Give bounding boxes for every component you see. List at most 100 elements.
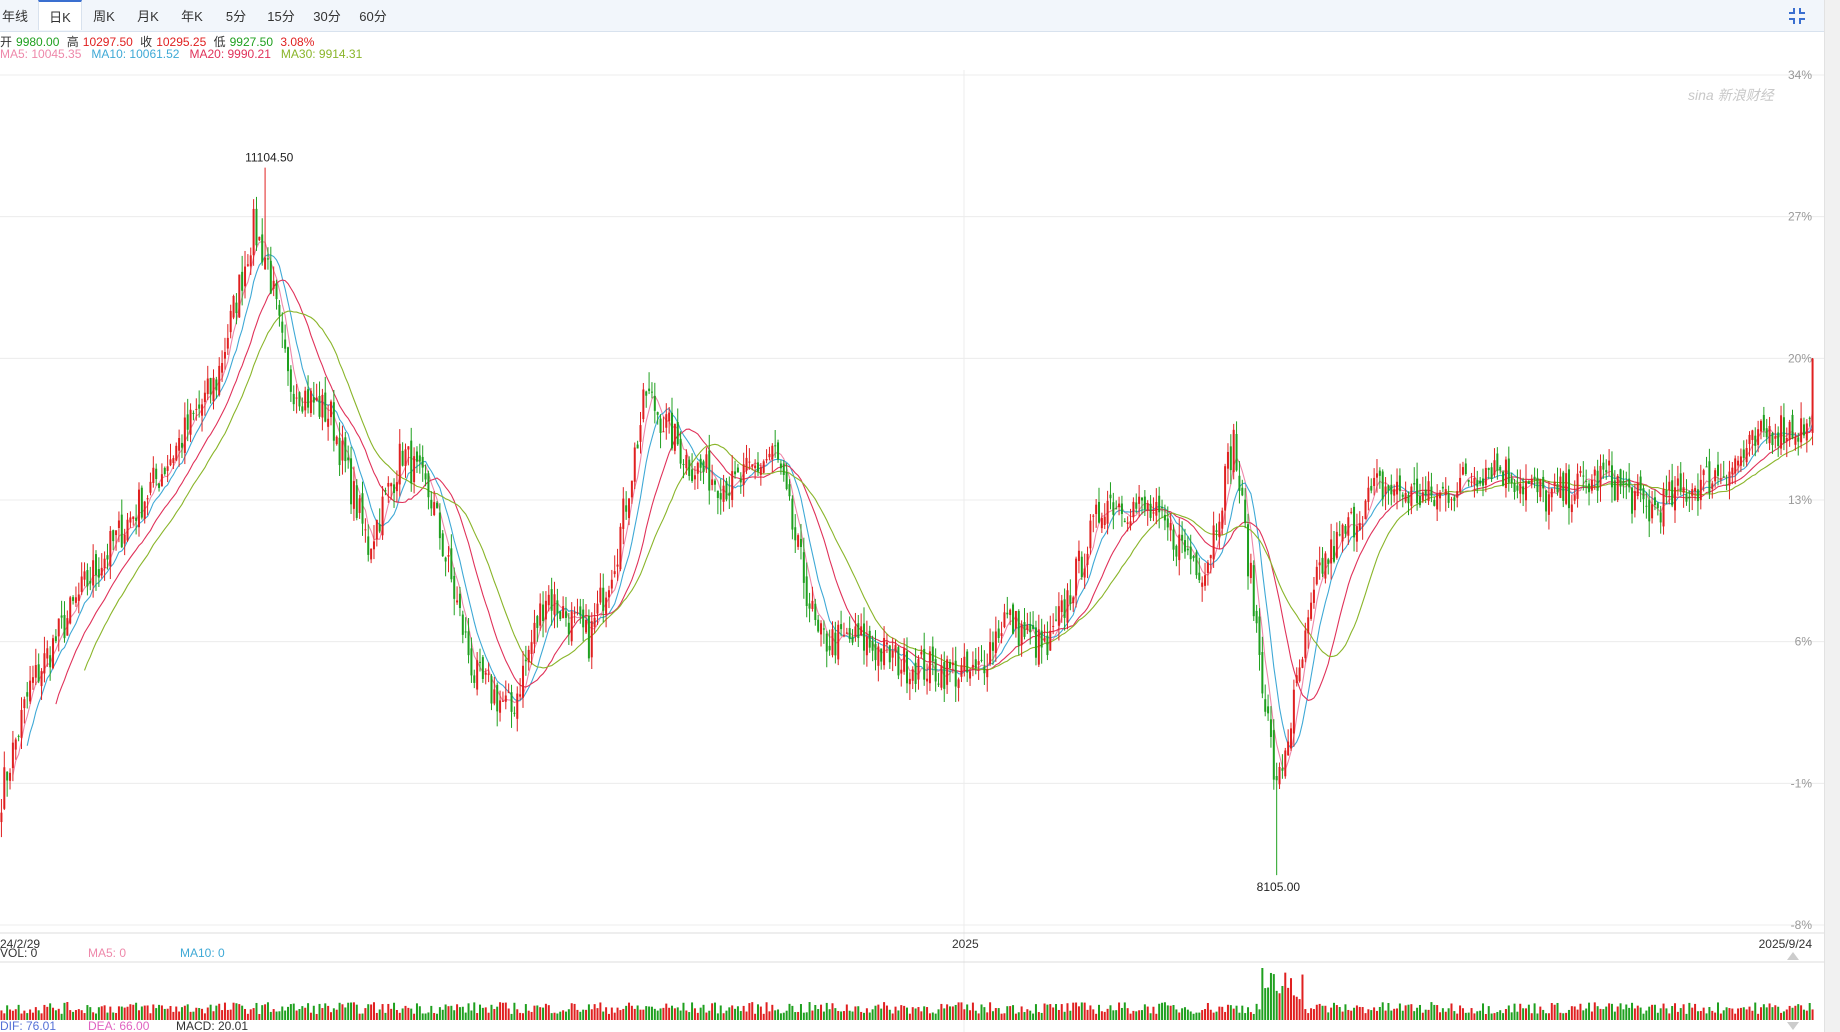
volume-bar [292,1003,295,1020]
candle-body [1103,516,1106,525]
volume-bar [1588,1002,1591,1020]
candle-body [1327,559,1330,564]
tab-5[interactable]: 5分 [225,9,247,24]
y-tick-label: -1% [1791,776,1813,790]
candle-body [1278,766,1281,785]
volume-bar [1774,1005,1777,1020]
candle-body [1456,491,1459,498]
ma-legend-item-1: MA10: 10061.52 [91,47,180,61]
volume-bar [66,1002,69,1020]
candle-body [1043,637,1046,641]
candle-body [682,464,685,466]
candle-body [1524,480,1527,501]
candle-body [642,389,645,420]
volume-bar [60,1013,63,1020]
volume-bar [1705,1013,1708,1020]
volume-bar [1639,1007,1642,1020]
candle-body [734,471,737,475]
candle-body [1212,525,1215,560]
volume-bar [1688,1002,1691,1020]
candle-body [458,593,461,608]
candle-body [246,264,249,266]
volume-bar [662,1007,665,1020]
candle-body [519,694,522,697]
volume-bar [1651,1004,1654,1020]
candle-body [407,446,410,450]
volume-bar [805,1012,808,1020]
candle-body [1049,630,1052,651]
candle-body [1393,489,1396,496]
collapse-icon[interactable] [1788,7,1806,25]
volume-bar [897,1010,900,1020]
candle-body [152,467,155,483]
candle-body [249,255,252,267]
volume-bar [1020,1006,1023,1020]
volume-bar [668,1007,671,1020]
candle-body [779,463,782,469]
candle-body [212,377,215,402]
candle-body [1390,484,1393,495]
volume-bar [172,1011,175,1020]
volume-bar [1547,1013,1550,1020]
candle-body [1100,517,1103,529]
candle-body [1464,463,1467,475]
volume-bar [963,1009,966,1020]
y-tick-label: 13% [1788,493,1812,507]
candle-body [244,266,247,287]
candle-body [564,611,567,618]
volume-bar [676,1007,679,1020]
candle-body [1751,430,1754,441]
volume-bar [1218,1006,1221,1020]
candle-body [112,530,115,542]
volume-bar [1599,1008,1602,1020]
tab-8[interactable]: 60分 [359,9,387,24]
candle-body [885,642,888,645]
tab-3[interactable]: 月K [137,9,159,24]
volume-bar [1633,1008,1636,1020]
candle-body [1378,470,1381,476]
tab-0[interactable]: 年线 [1,9,28,24]
volume-bar [1410,1004,1413,1020]
candle-body [1504,459,1507,488]
volume-bar [1169,1005,1172,1020]
candle-body [940,665,943,688]
candle-body [696,462,699,474]
volume-bar [751,1002,754,1020]
tab-1[interactable]: 日K [38,0,82,30]
volume-bar [648,1006,651,1020]
candle-body [1444,489,1447,496]
candle-body [476,660,479,690]
candle-body [1716,464,1719,476]
volume-bar [997,1008,1000,1020]
tab-7[interactable]: 30分 [313,9,341,24]
tab-6[interactable]: 15分 [267,9,295,24]
candle-body [1470,481,1473,483]
candle-body [782,463,785,475]
candle-body [510,692,513,712]
candle-body [868,630,871,648]
candle-body [1201,582,1204,587]
volume-bar [272,1009,275,1020]
volume-bar [304,1007,307,1020]
volume-bar [665,1003,668,1020]
candle-body [610,579,613,589]
candle-body [1490,467,1493,479]
volume-bar [745,1011,748,1020]
volume-bar [221,1010,224,1020]
volume-bar [1269,972,1272,1020]
candle-body [736,467,739,473]
volume-bar [95,1013,98,1020]
volume-bar [974,1010,977,1020]
volume-bar [1567,1009,1570,1020]
candle-body [636,444,639,449]
tab-4[interactable]: 年K [181,9,203,24]
tab-2[interactable]: 周K [93,9,115,24]
volume-bar [837,1011,840,1020]
candle-body [1705,466,1708,468]
vertical-scrollbar[interactable] [1824,0,1840,1032]
volume-bar [1292,995,1295,1020]
volume-bar [1224,1011,1227,1020]
volume-bar [1095,1013,1098,1020]
volume-bar [229,1009,232,1020]
